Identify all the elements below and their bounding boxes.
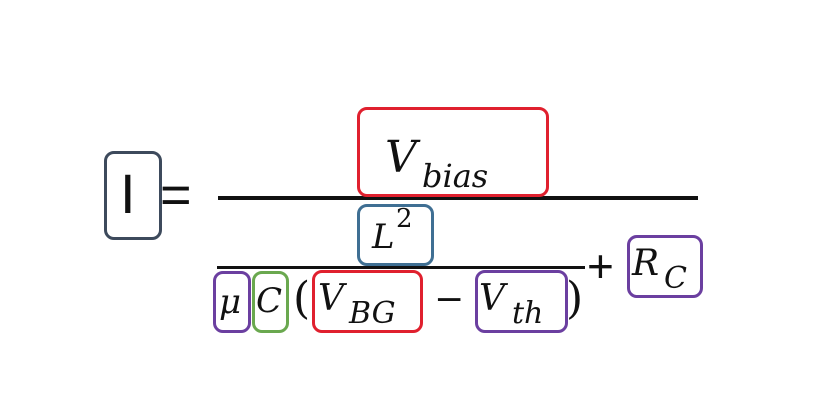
v-th-box — [475, 270, 568, 333]
v-bg-subscript: BG — [349, 296, 396, 331]
contact-resistance-base: R — [632, 243, 660, 284]
equals-sign: = — [160, 165, 192, 225]
mobility-symbol: μ — [219, 282, 242, 322]
length-squared-box — [357, 204, 434, 266]
v-bg-box — [312, 270, 423, 333]
capacitance-box — [252, 271, 289, 333]
plus-sign: + — [587, 240, 614, 292]
v-bias-subscript: bias — [422, 157, 489, 195]
v-th-base: V — [479, 278, 505, 319]
v-bias-box — [357, 107, 549, 197]
current-box — [104, 151, 162, 240]
contact-resistance-subscript: C — [664, 261, 687, 296]
length-superscript: 2 — [396, 204, 413, 234]
current-symbol: I — [120, 162, 136, 225]
length-base: L — [372, 217, 395, 257]
inner-fraction-bar — [217, 266, 585, 269]
v-bg-base: V — [318, 278, 344, 319]
capacitance-symbol: C — [256, 281, 283, 321]
open-parenthesis: ( — [293, 273, 311, 324]
main-fraction-bar — [218, 196, 698, 200]
v-th-subscript: th — [512, 296, 544, 331]
close-parenthesis: ) — [566, 273, 584, 324]
mobility-box — [213, 271, 251, 333]
minus-sign: − — [434, 279, 465, 320]
contact-resistance-box — [627, 235, 703, 298]
v-bias-base: V — [385, 132, 417, 183]
